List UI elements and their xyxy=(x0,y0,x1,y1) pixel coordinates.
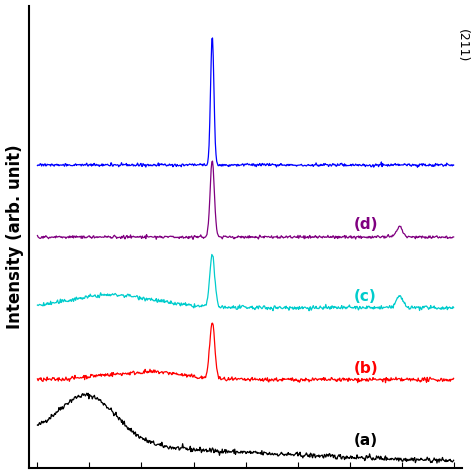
Text: (211): (211) xyxy=(456,29,468,62)
Text: (b): (b) xyxy=(354,361,378,376)
Y-axis label: Intensity (arb. unit): Intensity (arb. unit) xyxy=(6,145,24,329)
Text: (a): (a) xyxy=(354,433,378,447)
Text: (d): (d) xyxy=(354,217,378,232)
Text: (c): (c) xyxy=(354,289,376,304)
